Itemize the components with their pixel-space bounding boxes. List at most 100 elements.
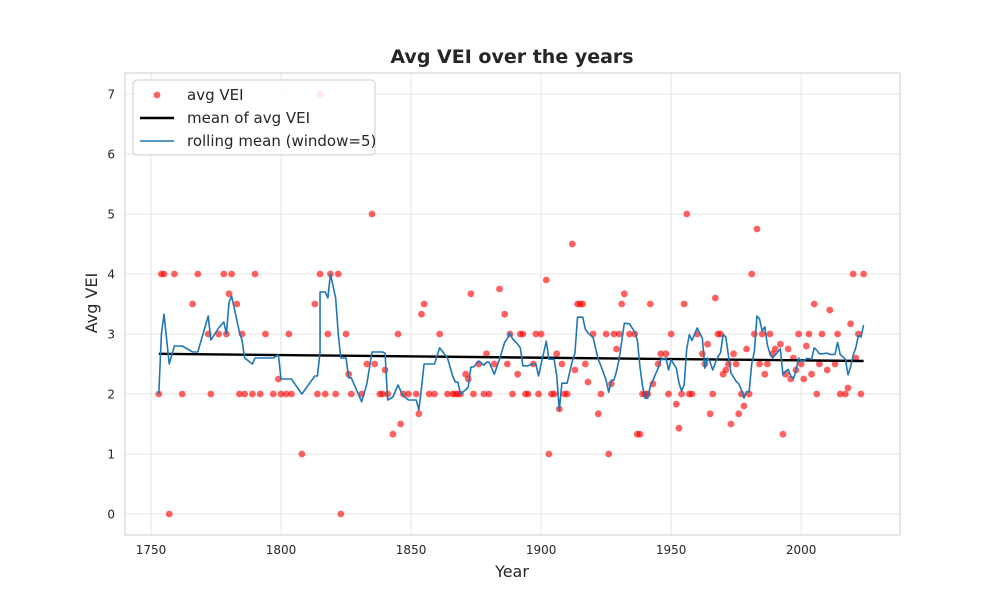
ticks: 1750 1800 1850 1900 1950 2000 0 1 2 3 4 5 6 7 <box>107 88 816 558</box>
data-point <box>852 354 860 362</box>
data-point <box>844 384 852 392</box>
data-point <box>605 450 613 458</box>
data-point <box>225 290 233 298</box>
data-point <box>740 402 748 410</box>
data-point <box>800 375 808 383</box>
data-point <box>834 330 841 338</box>
data-point <box>467 290 475 298</box>
x-tick-label: 1850 <box>396 543 427 557</box>
data-point <box>563 390 571 398</box>
data-point <box>706 410 714 418</box>
data-point <box>470 390 477 398</box>
data-point <box>332 390 340 398</box>
y-axis-title: Avg VEI <box>82 273 101 334</box>
data-point <box>288 390 295 398</box>
data-point <box>626 330 633 338</box>
data-point <box>584 378 592 386</box>
data-point <box>490 360 498 368</box>
data-point <box>256 390 264 398</box>
data-point <box>285 330 293 338</box>
data-point <box>412 390 420 398</box>
data-point <box>818 330 826 338</box>
data-point <box>805 330 813 338</box>
y-tick-label: 1 <box>107 448 115 462</box>
x-tick-label: 1800 <box>266 543 297 557</box>
data-point <box>503 360 511 368</box>
data-point <box>688 390 696 398</box>
data-point <box>553 350 561 358</box>
data-point <box>732 360 740 368</box>
data-point <box>324 330 332 338</box>
data-point <box>615 330 623 338</box>
data-point <box>657 350 665 358</box>
data-point <box>698 350 706 358</box>
y-tick-label: 3 <box>107 328 115 342</box>
data-point <box>854 330 862 338</box>
data-point <box>841 390 849 398</box>
legend-marker-scatter <box>153 91 161 99</box>
data-point <box>282 390 290 398</box>
data-point <box>849 270 857 278</box>
data-point <box>618 300 626 308</box>
data-point <box>215 330 223 338</box>
data-point <box>857 390 865 398</box>
data-point <box>831 360 839 368</box>
data-point <box>636 430 644 438</box>
data-point <box>815 360 823 368</box>
data-point <box>667 330 675 338</box>
data-point <box>766 330 774 338</box>
data-point <box>277 390 285 398</box>
data-point <box>579 300 587 308</box>
data-point <box>602 330 610 338</box>
y-tick-label: 0 <box>107 508 115 522</box>
data-point <box>810 300 818 308</box>
data-point <box>405 390 412 398</box>
data-point <box>613 345 620 353</box>
data-point <box>347 390 355 398</box>
data-point <box>485 390 493 398</box>
data-point <box>397 420 405 428</box>
data-point <box>316 270 324 278</box>
data-point <box>730 350 737 358</box>
data-point <box>228 270 236 278</box>
y-tick-label: 2 <box>107 388 115 402</box>
data-point <box>537 330 545 338</box>
x-tick-label: 1950 <box>656 543 687 557</box>
data-point <box>802 342 810 350</box>
data-point <box>771 345 779 353</box>
data-point <box>750 330 758 338</box>
rolling-mean-line <box>158 273 865 411</box>
data-point <box>314 390 321 398</box>
data-point <box>683 210 691 218</box>
data-point <box>542 276 550 284</box>
data-point <box>709 390 717 398</box>
data-point <box>535 390 542 398</box>
data-point <box>311 300 319 308</box>
data-point <box>823 366 831 374</box>
data-point <box>501 310 509 318</box>
data-point <box>189 300 197 308</box>
legend-box <box>132 79 376 156</box>
data-point <box>514 370 522 378</box>
data-point <box>496 285 503 293</box>
data-point <box>321 390 329 398</box>
data-point <box>756 360 763 368</box>
data-point <box>545 450 553 458</box>
data-point <box>207 390 215 398</box>
data-point <box>342 330 350 338</box>
data-point <box>262 330 269 338</box>
x-axis-title: Year <box>494 562 529 581</box>
data-point <box>597 390 605 398</box>
data-point <box>860 270 867 278</box>
data-point <box>415 410 423 418</box>
data-point <box>220 270 228 278</box>
data-point <box>558 360 566 368</box>
data-point <box>444 390 451 398</box>
data-point <box>379 390 386 398</box>
data-point <box>371 360 379 368</box>
data-point <box>680 300 688 308</box>
data-point <box>194 270 202 278</box>
data-point <box>665 390 672 398</box>
data-point <box>519 330 527 338</box>
